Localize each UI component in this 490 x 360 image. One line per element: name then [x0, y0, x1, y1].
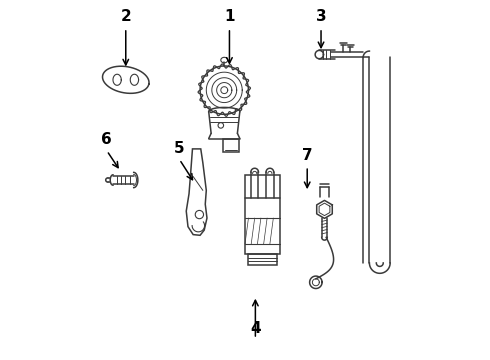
Text: 5: 5	[174, 141, 185, 156]
Text: 1: 1	[224, 9, 235, 24]
Text: 6: 6	[101, 132, 112, 147]
Text: 7: 7	[302, 148, 313, 163]
Bar	[248, 254, 277, 265]
Bar	[223, 139, 240, 152]
Text: 3: 3	[316, 9, 326, 24]
Text: 2: 2	[121, 9, 131, 24]
Text: 4: 4	[250, 320, 261, 336]
Bar	[245, 175, 280, 254]
